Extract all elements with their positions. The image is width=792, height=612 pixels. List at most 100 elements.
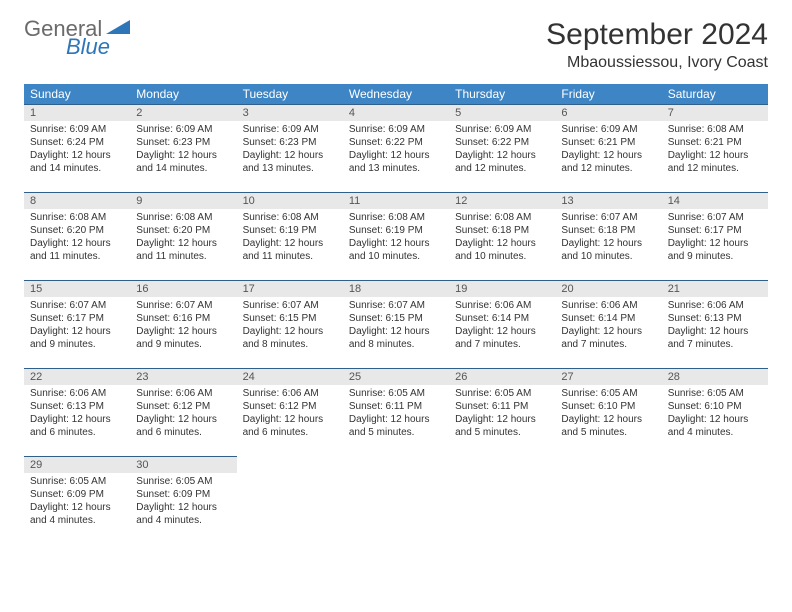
day-cell: .. bbox=[343, 456, 449, 544]
day-header: Monday bbox=[130, 84, 236, 104]
daylight-text-1: Daylight: 12 hours bbox=[30, 413, 124, 426]
sunrise-text: Sunrise: 6:06 AM bbox=[136, 387, 230, 400]
day-cell: 13Sunrise: 6:07 AMSunset: 6:18 PMDayligh… bbox=[555, 192, 661, 280]
daylight-text-2: and 11 minutes. bbox=[136, 250, 230, 263]
day-number: 24 bbox=[237, 368, 343, 385]
daylight-text-2: and 7 minutes. bbox=[561, 338, 655, 351]
day-body: Sunrise: 6:05 AMSunset: 6:11 PMDaylight:… bbox=[343, 385, 449, 443]
sunrise-text: Sunrise: 6:05 AM bbox=[136, 475, 230, 488]
daylight-text-1: Daylight: 12 hours bbox=[30, 149, 124, 162]
daylight-text-2: and 4 minutes. bbox=[668, 426, 762, 439]
daylight-text-1: Daylight: 12 hours bbox=[349, 149, 443, 162]
daylight-text-1: Daylight: 12 hours bbox=[561, 237, 655, 250]
sunrise-text: Sunrise: 6:06 AM bbox=[30, 387, 124, 400]
daylight-text-1: Daylight: 12 hours bbox=[349, 325, 443, 338]
daylight-text-1: Daylight: 12 hours bbox=[136, 237, 230, 250]
sunrise-text: Sunrise: 6:06 AM bbox=[668, 299, 762, 312]
day-number: 11 bbox=[343, 192, 449, 209]
daylight-text-1: Daylight: 12 hours bbox=[668, 413, 762, 426]
day-number: 16 bbox=[130, 280, 236, 297]
day-cell: .. bbox=[449, 456, 555, 544]
day-body: Sunrise: 6:09 AMSunset: 6:22 PMDaylight:… bbox=[343, 121, 449, 179]
day-body: Sunrise: 6:05 AMSunset: 6:09 PMDaylight:… bbox=[130, 473, 236, 531]
sunset-text: Sunset: 6:20 PM bbox=[136, 224, 230, 237]
daylight-text-2: and 10 minutes. bbox=[455, 250, 549, 263]
daylight-text-1: Daylight: 12 hours bbox=[455, 149, 549, 162]
day-number: 14 bbox=[662, 192, 768, 209]
logo-blue-text: Blue bbox=[66, 36, 132, 58]
sunrise-text: Sunrise: 6:06 AM bbox=[455, 299, 549, 312]
day-number: 4 bbox=[343, 104, 449, 121]
day-cell: 9Sunrise: 6:08 AMSunset: 6:20 PMDaylight… bbox=[130, 192, 236, 280]
day-cell: 6Sunrise: 6:09 AMSunset: 6:21 PMDaylight… bbox=[555, 104, 661, 192]
day-cell: .. bbox=[237, 456, 343, 544]
sunset-text: Sunset: 6:22 PM bbox=[455, 136, 549, 149]
daylight-text-1: Daylight: 12 hours bbox=[668, 149, 762, 162]
day-number: 22 bbox=[24, 368, 130, 385]
day-body: Sunrise: 6:09 AMSunset: 6:23 PMDaylight:… bbox=[130, 121, 236, 179]
sunrise-text: Sunrise: 6:07 AM bbox=[30, 299, 124, 312]
day-body: Sunrise: 6:07 AMSunset: 6:17 PMDaylight:… bbox=[662, 209, 768, 267]
day-cell: 1Sunrise: 6:09 AMSunset: 6:24 PMDaylight… bbox=[24, 104, 130, 192]
daylight-text-1: Daylight: 12 hours bbox=[243, 149, 337, 162]
sunset-text: Sunset: 6:18 PM bbox=[455, 224, 549, 237]
day-cell: 30Sunrise: 6:05 AMSunset: 6:09 PMDayligh… bbox=[130, 456, 236, 544]
daylight-text-2: and 5 minutes. bbox=[455, 426, 549, 439]
day-cell: 21Sunrise: 6:06 AMSunset: 6:13 PMDayligh… bbox=[662, 280, 768, 368]
day-cell: 4Sunrise: 6:09 AMSunset: 6:22 PMDaylight… bbox=[343, 104, 449, 192]
sunset-text: Sunset: 6:19 PM bbox=[349, 224, 443, 237]
day-body: Sunrise: 6:08 AMSunset: 6:19 PMDaylight:… bbox=[237, 209, 343, 267]
sunset-text: Sunset: 6:24 PM bbox=[30, 136, 124, 149]
day-number: 3 bbox=[237, 104, 343, 121]
sunset-text: Sunset: 6:16 PM bbox=[136, 312, 230, 325]
day-number: 17 bbox=[237, 280, 343, 297]
day-number: 18 bbox=[343, 280, 449, 297]
sunrise-text: Sunrise: 6:05 AM bbox=[561, 387, 655, 400]
day-cell: 20Sunrise: 6:06 AMSunset: 6:14 PMDayligh… bbox=[555, 280, 661, 368]
day-body: Sunrise: 6:07 AMSunset: 6:15 PMDaylight:… bbox=[237, 297, 343, 355]
daylight-text-2: and 6 minutes. bbox=[136, 426, 230, 439]
sunrise-text: Sunrise: 6:07 AM bbox=[136, 299, 230, 312]
sunset-text: Sunset: 6:09 PM bbox=[136, 488, 230, 501]
daylight-text-1: Daylight: 12 hours bbox=[561, 325, 655, 338]
day-body: Sunrise: 6:07 AMSunset: 6:17 PMDaylight:… bbox=[24, 297, 130, 355]
day-body: Sunrise: 6:06 AMSunset: 6:14 PMDaylight:… bbox=[555, 297, 661, 355]
daylight-text-2: and 14 minutes. bbox=[136, 162, 230, 175]
day-cell: 24Sunrise: 6:06 AMSunset: 6:12 PMDayligh… bbox=[237, 368, 343, 456]
day-cell: 19Sunrise: 6:06 AMSunset: 6:14 PMDayligh… bbox=[449, 280, 555, 368]
daylight-text-1: Daylight: 12 hours bbox=[136, 413, 230, 426]
daylight-text-2: and 9 minutes. bbox=[30, 338, 124, 351]
sunrise-text: Sunrise: 6:08 AM bbox=[349, 211, 443, 224]
day-body: Sunrise: 6:08 AMSunset: 6:20 PMDaylight:… bbox=[24, 209, 130, 267]
daylight-text-1: Daylight: 12 hours bbox=[30, 501, 124, 514]
day-number: 26 bbox=[449, 368, 555, 385]
daylight-text-2: and 6 minutes. bbox=[30, 426, 124, 439]
day-body: Sunrise: 6:06 AMSunset: 6:12 PMDaylight:… bbox=[237, 385, 343, 443]
daylight-text-2: and 8 minutes. bbox=[349, 338, 443, 351]
day-header: Tuesday bbox=[237, 84, 343, 104]
daylight-text-2: and 4 minutes. bbox=[136, 514, 230, 527]
sunset-text: Sunset: 6:12 PM bbox=[136, 400, 230, 413]
daylight-text-1: Daylight: 12 hours bbox=[668, 325, 762, 338]
day-body: Sunrise: 6:05 AMSunset: 6:11 PMDaylight:… bbox=[449, 385, 555, 443]
day-body: Sunrise: 6:08 AMSunset: 6:20 PMDaylight:… bbox=[130, 209, 236, 267]
sunrise-text: Sunrise: 6:08 AM bbox=[668, 123, 762, 136]
daylight-text-2: and 12 minutes. bbox=[561, 162, 655, 175]
daylight-text-2: and 5 minutes. bbox=[349, 426, 443, 439]
day-body: Sunrise: 6:07 AMSunset: 6:15 PMDaylight:… bbox=[343, 297, 449, 355]
day-body: Sunrise: 6:06 AMSunset: 6:13 PMDaylight:… bbox=[662, 297, 768, 355]
day-cell: 25Sunrise: 6:05 AMSunset: 6:11 PMDayligh… bbox=[343, 368, 449, 456]
daylight-text-2: and 10 minutes. bbox=[561, 250, 655, 263]
day-body: Sunrise: 6:09 AMSunset: 6:24 PMDaylight:… bbox=[24, 121, 130, 179]
daylight-text-2: and 14 minutes. bbox=[30, 162, 124, 175]
daylight-text-2: and 9 minutes. bbox=[668, 250, 762, 263]
sunset-text: Sunset: 6:15 PM bbox=[349, 312, 443, 325]
sunset-text: Sunset: 6:13 PM bbox=[668, 312, 762, 325]
day-cell: 15Sunrise: 6:07 AMSunset: 6:17 PMDayligh… bbox=[24, 280, 130, 368]
sunset-text: Sunset: 6:19 PM bbox=[243, 224, 337, 237]
sunset-text: Sunset: 6:14 PM bbox=[561, 312, 655, 325]
day-body: Sunrise: 6:08 AMSunset: 6:19 PMDaylight:… bbox=[343, 209, 449, 267]
sunrise-text: Sunrise: 6:07 AM bbox=[668, 211, 762, 224]
day-number: 7 bbox=[662, 104, 768, 121]
sunset-text: Sunset: 6:12 PM bbox=[243, 400, 337, 413]
